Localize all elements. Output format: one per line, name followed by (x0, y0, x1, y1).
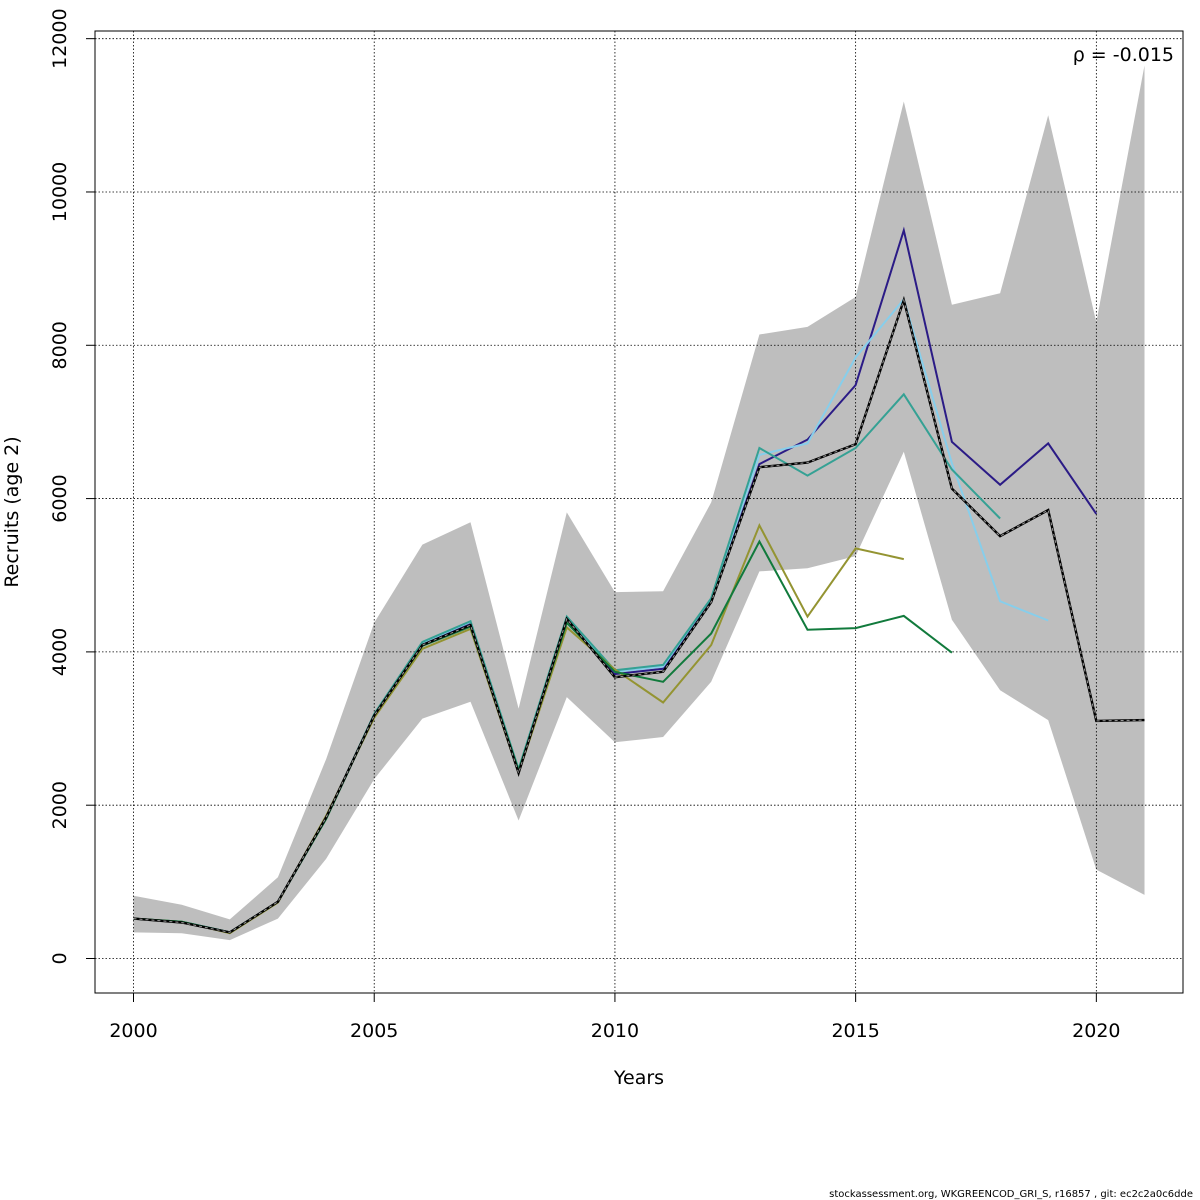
x-tick-label: 2005 (350, 1020, 398, 1042)
x-tick-label: 2000 (109, 1020, 157, 1042)
series-layer (133, 226, 1145, 935)
y-tick-label: 12000 (49, 8, 71, 68)
y-tick-label: 6000 (49, 474, 71, 522)
rho-annotation: ρ = -0.015 (1073, 44, 1174, 66)
x-tick-label: 2020 (1072, 1020, 1120, 1042)
x-tick-label: 2015 (831, 1020, 879, 1042)
y-tick-label: 8000 (49, 321, 71, 369)
confidence-band-layer (133, 65, 1145, 941)
x-axis-title: Years (613, 1067, 664, 1089)
x-axis: 2000 2005 2010 2015 2020 (109, 993, 1121, 1042)
confidence-band (133, 65, 1145, 941)
y-tick-label: 4000 (49, 628, 71, 676)
y-tick-label: 10000 (49, 162, 71, 222)
series-line-5-dash (133, 298, 1145, 933)
plot-frame (94, 30, 1184, 994)
footer-credit: stockassessment.org, WKGREENCOD_GRI_S, r… (829, 1189, 1193, 1200)
y-tick-label: 2000 (49, 781, 71, 829)
grid-layer (95, 31, 1183, 993)
y-tick-label: 0 (49, 952, 71, 964)
y-axis-title: Recruits (age 2) (1, 436, 23, 587)
x-tick-label: 2010 (591, 1020, 639, 1042)
y-axis: 0 2000 4000 6000 8000 10000 12000 (49, 8, 95, 965)
